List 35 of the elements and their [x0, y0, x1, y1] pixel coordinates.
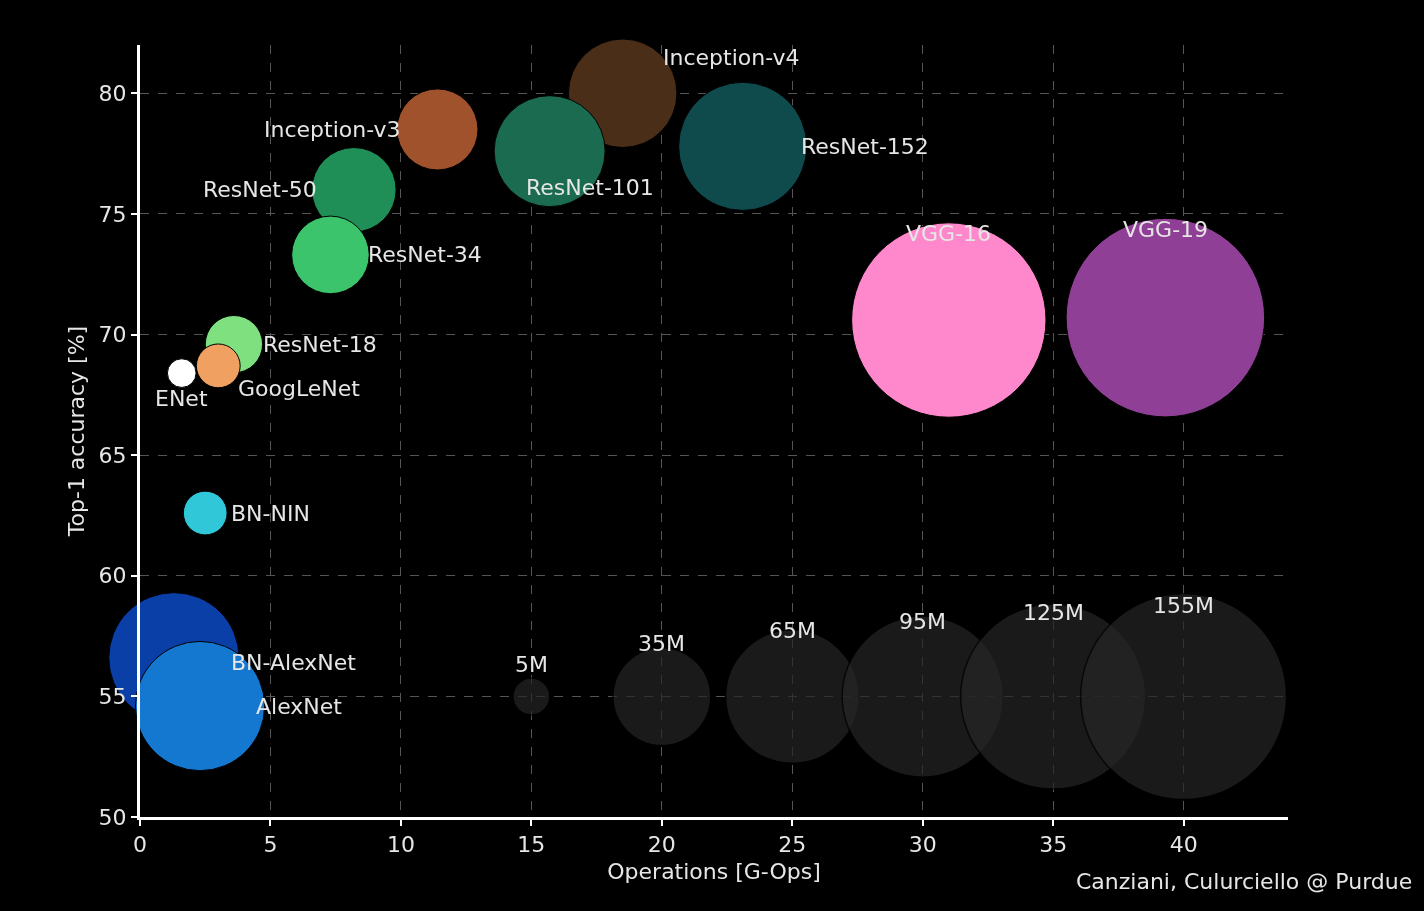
series-label: VGG-16: [906, 221, 992, 246]
x-tick-label: 10: [386, 832, 415, 858]
x-tick-label: 5: [263, 832, 278, 858]
y-tick-label: 75: [98, 201, 127, 227]
y-tick-label: 60: [98, 563, 127, 589]
x-axis-title: Operations [G-Ops]: [607, 859, 821, 885]
legend-label: 95M: [899, 609, 946, 634]
y-tick-label: 70: [98, 322, 127, 348]
series-label: ResNet-34: [368, 242, 482, 267]
series-label: GoogLeNet: [238, 376, 361, 401]
series-label: ResNet-18: [263, 332, 377, 357]
series-label: Inception-v4: [663, 45, 800, 70]
series-label: ResNet-101: [526, 175, 654, 200]
legend-label: 155M: [1153, 593, 1214, 618]
y-tick-label: 65: [98, 442, 127, 468]
x-tick-label: 35: [1039, 832, 1068, 858]
y-tick-label: 55: [98, 684, 127, 710]
legend-label: 65M: [769, 618, 816, 643]
y-axis-title: Top-1 accuracy [%]: [64, 325, 90, 538]
y-tick-label: 50: [98, 804, 127, 830]
legend-label: 125M: [1023, 600, 1084, 625]
series-label: ENet: [155, 386, 208, 411]
x-tick-label: 25: [778, 832, 807, 858]
x-tick-label: 0: [133, 832, 147, 858]
series-label: ResNet-152: [801, 134, 929, 159]
x-tick-label: 20: [647, 832, 676, 858]
series-label: VGG-19: [1123, 217, 1209, 242]
x-tick-label: 40: [1169, 832, 1198, 858]
x-tick-label: 30: [908, 832, 937, 858]
legend-label: 35M: [638, 631, 685, 656]
x-tick-label: 15: [517, 832, 546, 858]
text: Canziani, Culurciello @ Purdue: [1076, 869, 1413, 894]
y-tick-label: 80: [98, 80, 127, 106]
series-label: BN-NIN: [231, 501, 310, 526]
legend-label: 5M: [515, 652, 548, 677]
